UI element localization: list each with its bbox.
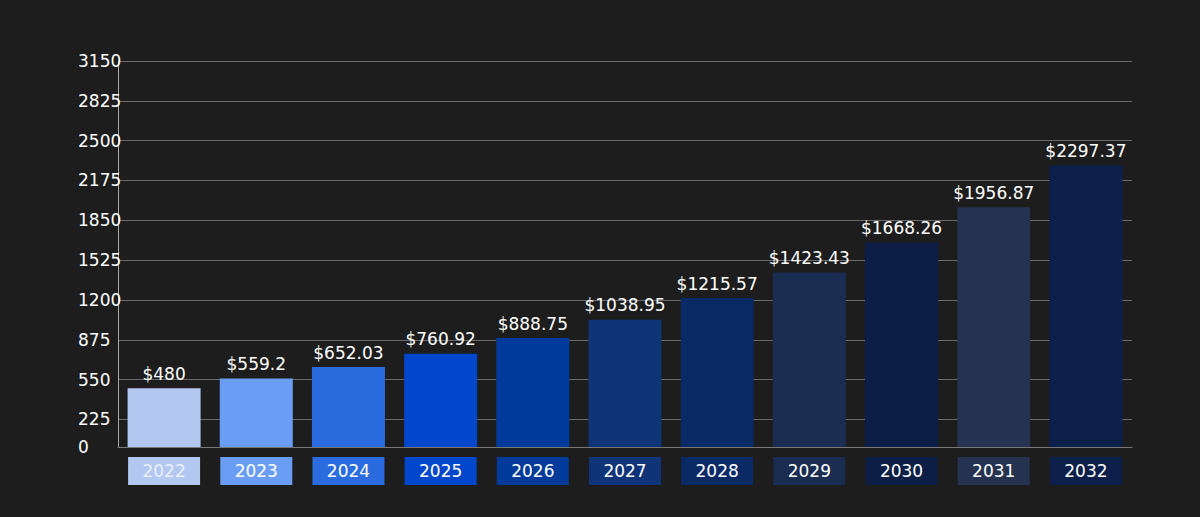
svg-text:0: 0 — [78, 437, 89, 457]
svg-text:$760.92: $760.92 — [405, 329, 475, 349]
svg-text:2022: 2022 — [142, 461, 185, 481]
svg-text:$1956.87: $1956.87 — [953, 183, 1034, 203]
svg-text:2024: 2024 — [327, 461, 370, 481]
svg-text:$1215.57: $1215.57 — [677, 274, 758, 294]
svg-text:1200: 1200 — [78, 290, 121, 310]
svg-text:2026: 2026 — [511, 461, 554, 481]
svg-text:1850: 1850 — [78, 210, 121, 230]
svg-text:550: 550 — [78, 370, 110, 390]
svg-text:2027: 2027 — [603, 461, 646, 481]
svg-text:2031: 2031 — [972, 461, 1015, 481]
svg-text:2028: 2028 — [696, 461, 739, 481]
svg-text:875: 875 — [78, 330, 110, 350]
svg-text:$1038.95: $1038.95 — [584, 295, 665, 315]
svg-text:$888.75: $888.75 — [498, 314, 568, 334]
svg-text:$1668.26: $1668.26 — [861, 218, 942, 238]
svg-text:2030: 2030 — [880, 461, 923, 481]
svg-text:225: 225 — [78, 409, 110, 429]
svg-text:2029: 2029 — [788, 461, 831, 481]
svg-text:2500: 2500 — [78, 131, 121, 151]
svg-text:2032: 2032 — [1064, 461, 1107, 481]
svg-text:$1423.43: $1423.43 — [769, 248, 850, 268]
svg-text:2023: 2023 — [235, 461, 278, 481]
svg-text:1525: 1525 — [78, 250, 121, 270]
svg-text:2025: 2025 — [419, 461, 462, 481]
svg-text:2175: 2175 — [78, 170, 121, 190]
svg-text:3150: 3150 — [78, 51, 121, 71]
svg-text:$559.2: $559.2 — [227, 354, 286, 374]
svg-text:$2297.37: $2297.37 — [1045, 141, 1126, 161]
svg-text:2825: 2825 — [78, 91, 121, 111]
svg-text:$652.03: $652.03 — [313, 343, 383, 363]
svg-text:$480: $480 — [142, 364, 185, 384]
